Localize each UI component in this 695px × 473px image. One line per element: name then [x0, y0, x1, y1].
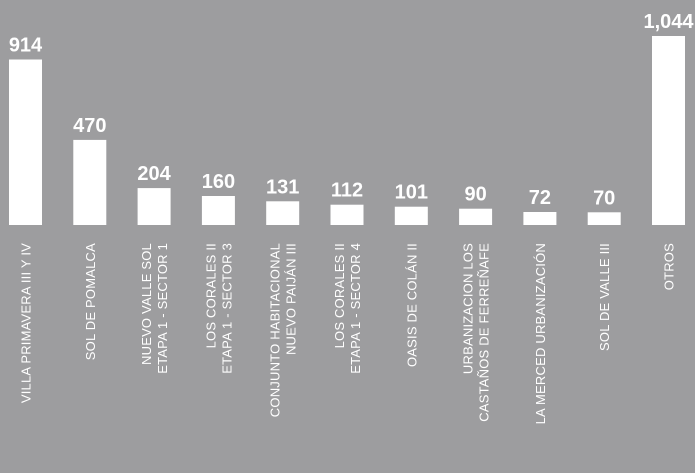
- category-label-4-line-0: CONJUNTO HABITACIONAL: [268, 243, 283, 417]
- category-label-7-line-0: URBANIZACION LOS: [461, 243, 476, 374]
- bar-7: [459, 208, 493, 225]
- category-label-8: LA MERCED URBANIZACIÓN: [533, 243, 548, 424]
- category-label-7-line-1: CASTAÑOS DE FERREÑAFE: [477, 243, 492, 422]
- bar-8: [523, 212, 557, 225]
- category-label-3-line-0: LOS CORALES II: [203, 243, 218, 348]
- value-label-1: 470: [73, 115, 106, 137]
- bar-2: [137, 188, 171, 225]
- value-label-10: 1,044: [643, 11, 694, 33]
- category-label-4-line-1: NUEVO PAIJÁN III: [284, 243, 299, 355]
- value-label-3: 160: [202, 171, 235, 193]
- category-label-5-line-1: ETAPA 1 - SECTOR 4: [348, 243, 363, 374]
- bar-0: [9, 59, 42, 225]
- category-label-5-line-0: LOS CORALES II: [332, 243, 347, 348]
- value-label-2: 204: [137, 163, 171, 185]
- value-label-5: 112: [331, 180, 363, 202]
- bar-9: [587, 212, 621, 225]
- category-label-2-line-1: ETAPA 1 - SECTOR 1: [155, 243, 170, 374]
- category-label-9: SOL DE VALLE III: [597, 243, 612, 351]
- bar-10: [652, 36, 685, 225]
- category-label-1: SOL DE POMALCA: [83, 243, 98, 360]
- category-label-6: OASIS DE COLÁN II: [404, 243, 419, 367]
- category-label-10: OTROS: [662, 243, 677, 290]
- value-label-7: 90: [464, 184, 486, 206]
- value-label-4: 131: [266, 176, 299, 198]
- bar-6: [394, 206, 428, 225]
- category-label-2-line-0: NUEVO VALLE SOL: [139, 243, 154, 365]
- value-label-8: 72: [529, 187, 551, 209]
- bar-1: [73, 139, 107, 225]
- bar-5: [330, 204, 364, 225]
- bars-group: [9, 36, 685, 225]
- category-label-0: VILLA PRIMAVERA III Y IV: [19, 243, 34, 403]
- value-labels-group: 914 470 204 160 131 112 101 90 72 70 1,044: [9, 11, 695, 209]
- bar-4: [266, 201, 300, 225]
- value-label-0: 914: [9, 35, 43, 57]
- value-label-9: 70: [593, 187, 615, 209]
- category-labels-group: VILLA PRIMAVERA III Y IV SOL DE POMALCA NU…: [19, 243, 677, 425]
- value-label-6: 101: [395, 182, 428, 204]
- bar-3: [201, 196, 235, 225]
- category-label-3-line-1: ETAPA 1 - SECTOR 3: [219, 243, 234, 374]
